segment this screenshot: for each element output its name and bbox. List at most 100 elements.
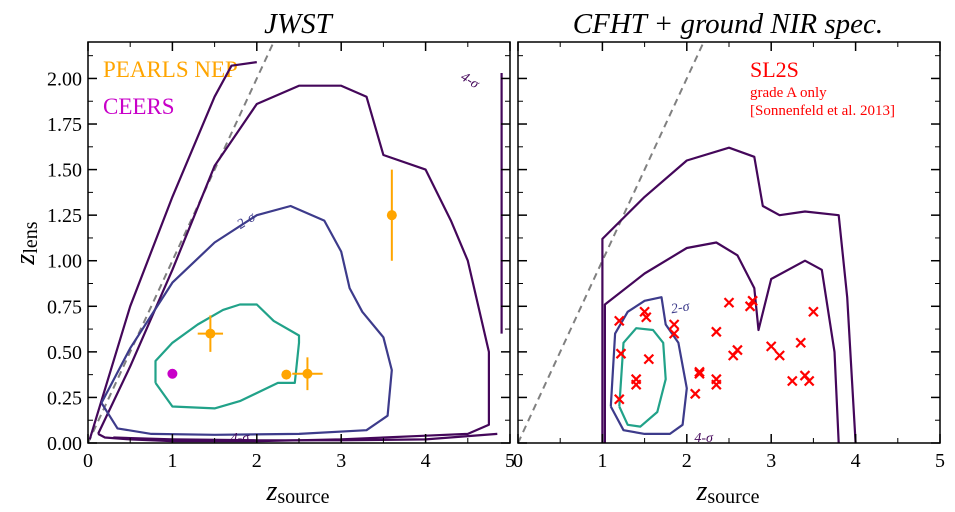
legend-citation: [Sonnenfeld et al. 2013] bbox=[750, 103, 895, 119]
x-stroke bbox=[787, 375, 798, 387]
right-marker-sl2s-9 bbox=[668, 328, 680, 339]
right-diagonal-line bbox=[518, 42, 705, 443]
y-tick-label: 1.25 bbox=[47, 205, 82, 227]
right-panel-title: CFHT + ground NIR spec. bbox=[573, 8, 883, 40]
left-contour-mid-4 bbox=[100, 204, 393, 436]
right-x-tick-label: 3 bbox=[766, 450, 776, 472]
left-x-tick-label: 5 bbox=[505, 450, 515, 472]
left-contour-outer-0 bbox=[88, 61, 257, 440]
left-x-axis-label: zsource bbox=[265, 476, 329, 508]
x-stroke bbox=[668, 319, 680, 330]
x-stroke bbox=[668, 328, 680, 339]
x-stroke bbox=[808, 306, 819, 318]
x-stroke bbox=[711, 326, 722, 338]
legend-ceers: CEERS bbox=[103, 94, 175, 119]
y-tick-label: 1.50 bbox=[47, 160, 82, 182]
x-stroke bbox=[711, 379, 722, 390]
right-marker-sl2s-6 bbox=[641, 311, 652, 323]
left-plot-area: 4-σ 2-σ 4-σ bbox=[88, 42, 503, 446]
right-contour-outer-0 bbox=[601, 146, 857, 443]
right-marker-sl2s-2 bbox=[614, 393, 625, 405]
left-contour-outer-1 bbox=[97, 84, 490, 443]
left-x-tick-label: 0 bbox=[83, 450, 93, 472]
right-marker-sl2s-18 bbox=[732, 344, 743, 356]
left-contour-label-0: 4-σ bbox=[458, 70, 483, 93]
right-x-tick-label: 5 bbox=[935, 450, 945, 472]
y-tick-label: 0.75 bbox=[47, 296, 82, 318]
y-tick-label: 1.00 bbox=[47, 251, 82, 273]
right-marker-sl2s-8 bbox=[668, 319, 680, 330]
y-axis-label-main: z bbox=[10, 254, 41, 266]
right-contour-mid-2 bbox=[609, 296, 688, 435]
right-panel: CFHT + ground NIR spec. zsource SL2S gra… bbox=[513, 8, 945, 508]
point-marker bbox=[205, 328, 216, 339]
x-stroke bbox=[774, 350, 785, 361]
left-panel-title: JWST bbox=[264, 8, 334, 40]
left-x-tick-label: 3 bbox=[336, 450, 346, 472]
right-contour-label-0: 2-σ bbox=[670, 299, 692, 317]
x-stroke bbox=[694, 366, 705, 378]
x-stroke bbox=[643, 353, 655, 365]
x-stroke bbox=[641, 311, 652, 323]
left-point-pearls-nep-1 bbox=[281, 369, 292, 380]
right-marker-sl2s-0 bbox=[614, 315, 625, 327]
left-contour-label-2: 4-σ bbox=[231, 431, 251, 446]
point-marker bbox=[386, 210, 397, 221]
right-marker-sl2s-10 bbox=[694, 366, 705, 378]
left-contour-label-1: 2-σ bbox=[235, 209, 260, 232]
left-point-pearls-nep-0 bbox=[197, 315, 224, 352]
right-marker-sl2s-23 bbox=[787, 375, 798, 387]
right-marker-sl2s-12 bbox=[689, 388, 701, 400]
right-marker-sl2s-19 bbox=[744, 301, 756, 312]
right-marker-sl2s-21 bbox=[765, 341, 777, 352]
x-stroke bbox=[765, 341, 777, 352]
right-marker-sl2s-4 bbox=[630, 379, 642, 390]
right-x-axis-label-main: z bbox=[695, 476, 707, 507]
left-x-tick-label: 2 bbox=[252, 450, 262, 472]
right-plot-area: 2-σ 4-σ bbox=[518, 42, 857, 443]
x-stroke bbox=[694, 368, 705, 380]
point-marker bbox=[302, 368, 313, 379]
x-stroke bbox=[732, 344, 743, 356]
y-tick-label: 0.50 bbox=[47, 342, 82, 364]
y-axis-label: zlens bbox=[10, 221, 42, 265]
right-marker-sl2s-15 bbox=[711, 379, 722, 390]
x-stroke bbox=[723, 297, 735, 308]
right-marker-sl2s-16 bbox=[723, 297, 735, 308]
right-marker-sl2s-7 bbox=[643, 353, 655, 365]
x-stroke bbox=[747, 295, 758, 307]
x-stroke bbox=[744, 301, 756, 312]
left-x-axis-label-main: z bbox=[265, 476, 277, 507]
x-stroke bbox=[630, 379, 642, 390]
left-x-tick-label: 4 bbox=[421, 450, 431, 472]
left-x-axis-label-sub: source bbox=[277, 486, 329, 508]
x-stroke bbox=[614, 393, 625, 405]
legend-grade-a: grade A only bbox=[750, 85, 827, 101]
x-stroke bbox=[803, 375, 815, 387]
right-marker-sl2s-24 bbox=[795, 337, 807, 349]
right-x-axis-label: zsource bbox=[695, 476, 759, 508]
legend-pearls-nep: PEARLS NEP bbox=[103, 57, 238, 82]
y-tick-label: 1.75 bbox=[47, 114, 82, 136]
point-marker bbox=[167, 368, 178, 379]
x-stroke bbox=[795, 337, 807, 349]
left-x-tick-label: 1 bbox=[167, 450, 177, 472]
left-diagonal-line bbox=[88, 42, 275, 443]
left-contour-inner-5 bbox=[154, 303, 301, 410]
left-point-ceers-0 bbox=[167, 368, 178, 379]
right-x-tick-label: 0 bbox=[513, 450, 523, 472]
right-marker-sl2s-22 bbox=[774, 350, 785, 361]
x-stroke bbox=[614, 315, 625, 327]
x-stroke bbox=[689, 388, 701, 400]
left-panel: JWST zsource zlens PEARLS NEP CEERS 4-σ2… bbox=[10, 8, 515, 508]
point-marker bbox=[281, 369, 292, 380]
right-marker-sl2s-11 bbox=[694, 368, 705, 380]
left-point-pearls-nep-2 bbox=[292, 357, 323, 391]
right-x-axis-label-sub: source bbox=[707, 486, 759, 508]
right-marker-sl2s-27 bbox=[808, 306, 819, 318]
x-stroke bbox=[615, 348, 627, 359]
right-marker-sl2s-13 bbox=[711, 326, 722, 338]
right-marker-sl2s-26 bbox=[803, 375, 815, 387]
y-tick-label: 0.25 bbox=[47, 387, 82, 409]
